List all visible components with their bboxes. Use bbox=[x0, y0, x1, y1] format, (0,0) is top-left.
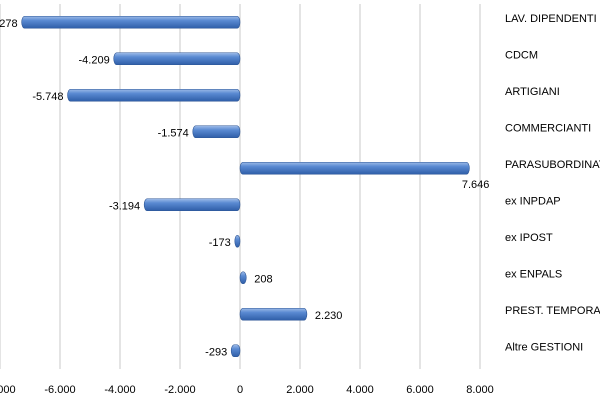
bar bbox=[239, 307, 308, 321]
bar bbox=[239, 271, 247, 285]
bar bbox=[230, 344, 241, 358]
value-label: -4.209 bbox=[79, 55, 110, 67]
value-label: -293 bbox=[205, 347, 227, 359]
value-label: -173 bbox=[209, 237, 231, 249]
category-label: ex IPOST bbox=[505, 232, 553, 244]
category-label: ex INPDAP bbox=[505, 196, 561, 208]
x-tick-label: 8.000 bbox=[466, 384, 494, 396]
value-label: 2.230 bbox=[315, 310, 343, 322]
value-label: -7.278 bbox=[0, 18, 18, 30]
x-tick-label: -2.000 bbox=[164, 384, 195, 396]
bar bbox=[234, 234, 241, 248]
bar bbox=[113, 52, 241, 66]
category-label: ARTIGIANI bbox=[505, 86, 560, 98]
x-tick-label: 0 bbox=[237, 384, 243, 396]
x-tick-label: 4.000 bbox=[346, 384, 374, 396]
category-label: COMMERCIANTI bbox=[505, 123, 591, 135]
category-label: CDCM bbox=[505, 50, 538, 62]
category-label: PARASUBORDINATI bbox=[505, 159, 600, 171]
x-tick-label: 6.000 bbox=[406, 384, 434, 396]
category-label: Altre GESTIONI bbox=[505, 342, 583, 354]
bar bbox=[143, 198, 241, 212]
value-label: -5.748 bbox=[32, 91, 63, 103]
bar bbox=[192, 125, 241, 139]
x-tick-label: 2.000 bbox=[286, 384, 314, 396]
bar bbox=[239, 161, 470, 175]
value-label: -1.574 bbox=[158, 128, 189, 140]
bar bbox=[21, 15, 241, 29]
x-tick-label: -8.000 bbox=[0, 384, 16, 396]
category-label: PREST. TEMPORANEE bbox=[505, 305, 600, 317]
category-label: LAV. DIPENDENTI bbox=[505, 13, 597, 25]
bar bbox=[67, 88, 241, 102]
value-label: -3.194 bbox=[109, 201, 140, 213]
value-label: 208 bbox=[254, 274, 272, 286]
value-label: 7.646 bbox=[462, 179, 490, 191]
x-tick-label: -6.000 bbox=[44, 384, 75, 396]
x-tick-label: -4.000 bbox=[104, 384, 135, 396]
category-label: ex ENPALS bbox=[505, 269, 562, 281]
